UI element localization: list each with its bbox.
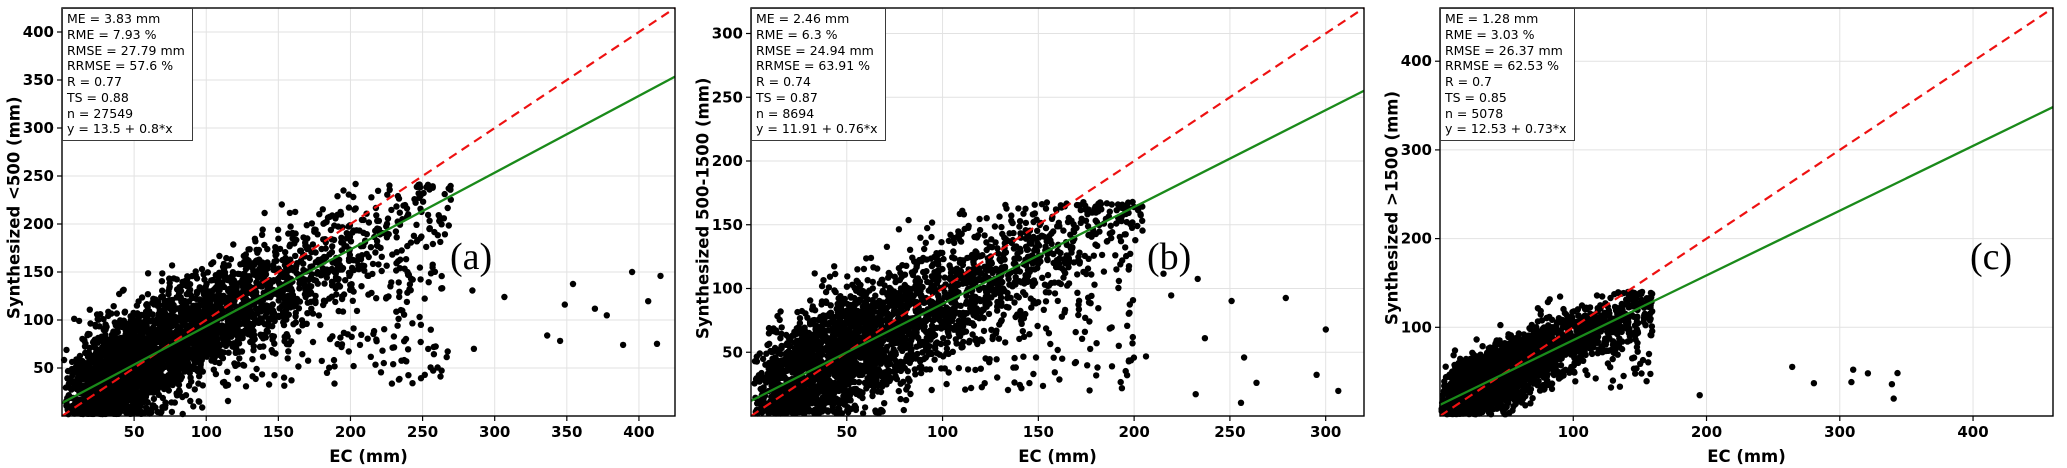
svg-text:200: 200 [335,423,366,441]
stats-line: n = 5078 [1445,105,1504,121]
stats-line: RMSE = 26.37 mm [1445,42,1563,58]
stats-box: ME = 1.28 mm RME = 3.03 % RMSE = 26.37 m… [1440,8,1575,141]
stats-line: y = 12.53 + 0.73*x [1445,121,1567,137]
y-axis-label: Synthesized 500-1500 (mm) [693,77,713,339]
stats-line: ME = 2.46 mm [756,11,850,26]
stats-line: TS = 0.87 [756,89,818,105]
stats-box: ME = 2.46 mm RME = 6.3 % RMSE = 24.94 mm… [751,8,886,141]
stats-line: RME = 3.03 % [1445,26,1535,42]
svg-text:400: 400 [23,23,54,41]
stats-line: ME = 1.28 mm [1445,11,1539,26]
plot-svg-a: 50 100 150 200 250 300 350 400 50 100 150 200 250 300… [23,7,676,441]
x-axis-label: EC (mm) [1018,447,1097,466]
svg-text:250: 250 [407,423,438,441]
x-axis-label: EC (mm) [329,447,408,466]
stats-line: RRMSE = 62.53 % [1445,58,1560,74]
svg-text:50: 50 [124,423,145,441]
stats-line: n = 8694 [756,105,815,121]
stats-line: y = 11.91 + 0.76*x [756,121,878,137]
svg-text:350: 350 [23,71,54,89]
stats-line: TS = 0.88 [67,89,129,105]
stats-line: R = 0.74 [756,74,811,89]
y-axis-label: Synthesized <500 (mm) [4,96,24,320]
svg-text:50: 50 [33,359,54,377]
scatter-panel-c: 100 200 300 400 100 200 300 400 Synthesized >15… [1378,0,2067,468]
svg-text:150: 150 [263,423,294,441]
svg-text:350: 350 [551,423,582,441]
stats-box: ME = 3.83 mm RME = 7.93 % RMSE = 27.79 m… [62,8,193,141]
stats-line: TS = 0.85 [1445,89,1507,105]
svg-text:400: 400 [623,423,654,441]
y-axis-label: Synthesized >1500 (mm) [1382,91,1402,325]
panel-letter: (b) [1147,236,1192,278]
stats-line: RMSE = 24.94 mm [756,42,874,58]
svg-text:300: 300 [479,423,510,441]
stats-line: ME = 3.83 mm [67,11,161,26]
svg-text:100: 100 [23,311,54,329]
svg-text:150: 150 [23,263,54,281]
stats-line: R = 0.7 [1445,74,1492,89]
stats-line: n = 27549 [67,105,134,121]
stats-line: R = 0.77 [67,74,122,89]
scatter-panel-a: 50 100 150 200 250 300 350 400 50 100 150 200 250 300… [0,0,689,468]
stats-line: RRMSE = 63.91 % [756,58,871,74]
scatter-panel-b: 50 100 150 200 250 300 50 100 150 200 250 300 Synth… [689,0,1378,468]
svg-text:100: 100 [191,423,222,441]
panel-letter: (c) [1970,236,2013,278]
svg-text:300: 300 [23,119,54,137]
stats-line: RRMSE = 57.6 % [67,58,174,74]
stats-line: y = 13.5 + 0.8*x [67,121,173,137]
stats-line: RMSE = 27.79 mm [67,42,185,58]
stats-line: RME = 7.93 % [67,26,157,42]
panel-letter: (a) [450,236,493,278]
svg-text:200: 200 [23,215,54,233]
x-axis-label: EC (mm) [1707,447,1786,466]
stats-line: RME = 6.3 % [756,26,838,42]
svg-text:250: 250 [23,167,54,185]
